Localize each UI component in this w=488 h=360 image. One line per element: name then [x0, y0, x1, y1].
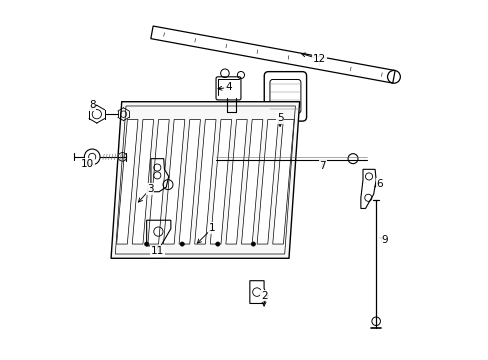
Circle shape	[215, 242, 220, 246]
Text: 5: 5	[276, 113, 283, 123]
FancyBboxPatch shape	[269, 80, 300, 113]
Polygon shape	[179, 120, 200, 244]
Text: 7: 7	[319, 161, 325, 171]
Text: 10: 10	[81, 159, 94, 169]
Polygon shape	[117, 120, 138, 244]
Polygon shape	[272, 120, 293, 244]
Circle shape	[251, 242, 255, 246]
Text: 3: 3	[146, 184, 153, 194]
Text: 1: 1	[209, 223, 215, 233]
Polygon shape	[147, 120, 169, 244]
Circle shape	[144, 242, 148, 246]
Text: 9: 9	[380, 235, 387, 246]
Polygon shape	[210, 120, 231, 244]
Polygon shape	[241, 120, 263, 244]
Text: 2: 2	[260, 291, 267, 301]
Polygon shape	[111, 102, 299, 258]
Polygon shape	[163, 120, 184, 244]
Polygon shape	[257, 120, 278, 244]
Text: 12: 12	[312, 54, 325, 64]
Text: 6: 6	[376, 179, 382, 189]
Text: 8: 8	[89, 100, 95, 110]
Polygon shape	[194, 120, 216, 244]
Polygon shape	[225, 120, 247, 244]
Text: 4: 4	[224, 82, 231, 93]
Polygon shape	[132, 120, 153, 244]
Text: 11: 11	[150, 246, 163, 256]
Circle shape	[347, 154, 357, 164]
Circle shape	[371, 317, 380, 325]
Circle shape	[180, 242, 184, 246]
